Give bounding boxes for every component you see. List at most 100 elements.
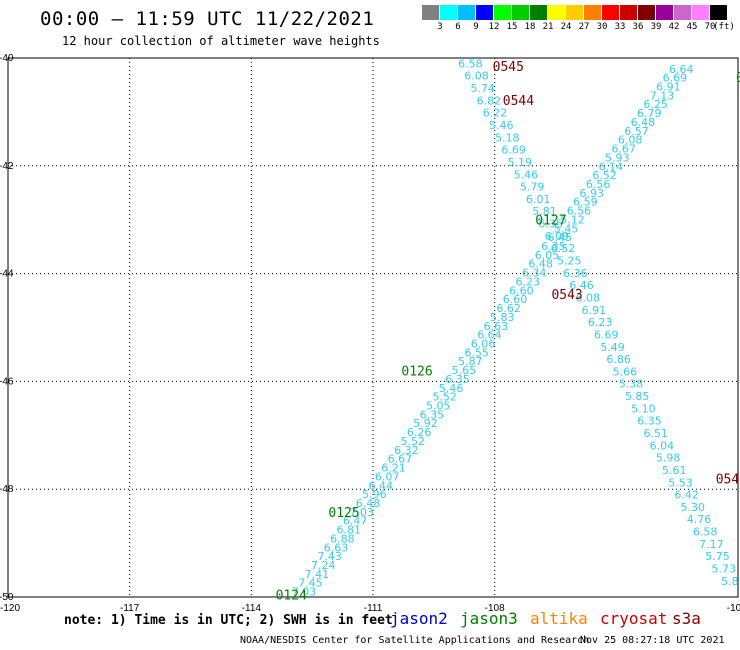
wave-height-value: 5.79 xyxy=(520,181,545,194)
wave-height-value: 5.98 xyxy=(656,452,681,465)
color-swatch xyxy=(638,5,655,20)
wave-height-value: 5.66 xyxy=(613,365,638,378)
color-swatch xyxy=(692,5,709,20)
color-scale-label: 12 xyxy=(488,22,500,32)
wave-height-value: 6.64 xyxy=(669,63,694,76)
wave-height-value: 5.18 xyxy=(495,131,520,144)
mission-label-s3a: s3a xyxy=(672,609,701,628)
color-swatch xyxy=(566,5,583,20)
wave-height-value: 6.69 xyxy=(594,328,619,341)
wave-height-value: 6.45 xyxy=(548,231,573,244)
mission-label-jason2: jason2 xyxy=(390,609,448,628)
x-tick-label: -108 xyxy=(485,603,505,614)
color-swatch xyxy=(584,5,601,20)
wave-height-value: 6.23 xyxy=(516,275,541,288)
wave-height-value: 5.75 xyxy=(705,550,730,563)
color-swatch xyxy=(530,5,547,20)
color-scale-label: 9 xyxy=(473,22,479,32)
wave-height-value: 5.45 xyxy=(554,222,579,235)
color-scale-label: 6 xyxy=(455,22,461,32)
wave-height-value: 7.03 xyxy=(349,506,374,519)
credit-text: NOAA/NESDIS Center for Satellite Applica… xyxy=(240,635,590,646)
wave-height-value: 6.47 xyxy=(343,515,368,528)
wave-height-value: 5.74 xyxy=(470,82,495,95)
wave-height-value: 6.57 xyxy=(624,125,649,138)
wave-height-value: 6.26 xyxy=(407,426,432,439)
wave-height-value: 6.60 xyxy=(503,293,528,306)
wave-height-value: 6.22 xyxy=(483,107,508,120)
x-tick-label: -111 xyxy=(364,603,383,614)
y-tick-label: -42 xyxy=(0,161,14,172)
color-swatch xyxy=(710,5,727,20)
wave-height-value: 6.58 xyxy=(458,57,483,70)
wave-height-value: 5.53 xyxy=(668,476,693,489)
wave-height-value: 5.81 xyxy=(532,205,557,218)
wave-height-value: 5.83 xyxy=(490,311,515,324)
wave-height-value: 6.06 xyxy=(471,337,496,350)
wave-height-value: 6.59 xyxy=(573,196,598,209)
wave-height-value: 6.56 xyxy=(567,205,592,218)
wave-height-value: 6.14 xyxy=(599,160,624,173)
wave-height-value: 6.35 xyxy=(637,415,662,428)
color-scale-label: 33 xyxy=(614,22,626,32)
y-tick-label: -48 xyxy=(0,484,14,495)
wave-height-value: 5.61 xyxy=(662,464,687,477)
color-scale-label: 24 xyxy=(560,22,572,32)
wave-height-value: 5.8 xyxy=(721,575,739,588)
wave-height-value: 7.45 xyxy=(298,577,323,590)
axis-tick-labels: -120 -117 -114 -111 -108 -10 -40 -42 -44 -46 -48 -5… xyxy=(0,53,740,614)
wave-height-value: 6.93 xyxy=(579,187,604,200)
wave-height-value: 5.25 xyxy=(557,255,582,268)
wave-height-value: 6.23 xyxy=(588,316,613,329)
wave-height-value: 6.69 xyxy=(663,72,688,85)
wave-height-value: 6.69 xyxy=(501,144,526,157)
y-tick-label: -46 xyxy=(0,376,14,387)
pass-time-label: 0543 xyxy=(551,288,582,303)
wave-height-value: 6.60 xyxy=(509,284,534,297)
wave-height-value: 6.88 xyxy=(330,532,355,545)
wave-height-value: 5.92 xyxy=(413,417,438,430)
wave-height-value: 6.48 xyxy=(631,116,656,129)
wave-height-value: 6.86 xyxy=(606,353,631,366)
wave-height-value: 6.48 xyxy=(356,497,381,510)
color-scale-label: 27 xyxy=(578,22,590,32)
color-swatch xyxy=(656,5,673,20)
color-scale-unit: (ft) xyxy=(713,22,735,32)
wave-height-value: 5.12 xyxy=(560,213,585,226)
color-swatch xyxy=(494,5,511,20)
color-scale-label: 3 xyxy=(437,22,443,32)
wave-height-values: 7.037.457.417.247.436.636.886.816.477.03… xyxy=(292,57,739,598)
wave-height-value: 5.93 xyxy=(605,151,630,164)
wave-height-value: 6.21 xyxy=(381,462,406,475)
generation-timestamp: Nov 25 08:27:18 UTC 2021 xyxy=(580,635,725,646)
color-swatch xyxy=(422,5,439,20)
wave-height-value: 6.25 xyxy=(643,98,668,111)
pass-time-label: 0544 xyxy=(503,94,534,109)
wave-height-value: 6.35 xyxy=(445,373,470,386)
wave-height-value: 5.30 xyxy=(681,501,706,514)
wave-height-value: 6.35 xyxy=(541,240,566,253)
wave-height-value: 7.41 xyxy=(305,568,330,581)
wave-height-value: 6.91 xyxy=(656,81,681,94)
wave-height-value: 5.46 xyxy=(439,382,464,395)
color-scale-label: 21 xyxy=(542,22,554,32)
wave-height-value: 6.91 xyxy=(582,304,607,317)
wave-height-value: 6.58 xyxy=(693,526,718,539)
color-scale-label: 30 xyxy=(596,22,608,32)
pass-time-label: 0125 xyxy=(328,506,359,521)
wave-height-value: 6.79 xyxy=(637,107,662,120)
wave-height-value: 6.63 xyxy=(484,320,509,333)
mission-label-cryosat: cryosat xyxy=(600,609,668,628)
wave-height-value: 6.35 xyxy=(420,408,445,421)
wave-height-value: 6.09 xyxy=(545,230,570,243)
color-scale-label: 15 xyxy=(506,22,518,32)
wave-height-value: 5.19 xyxy=(508,156,533,169)
wave-height-value: 6.08 xyxy=(464,70,489,83)
mission-label-altika: altika xyxy=(530,609,588,628)
wave-height-value: 6.44 xyxy=(369,479,394,492)
wave-height-value: 6.34 xyxy=(522,267,547,280)
wave-height-value: 5.52 xyxy=(400,435,425,448)
y-tick-label: -44 xyxy=(0,269,14,280)
wave-height-value: 6.81 xyxy=(337,524,362,537)
